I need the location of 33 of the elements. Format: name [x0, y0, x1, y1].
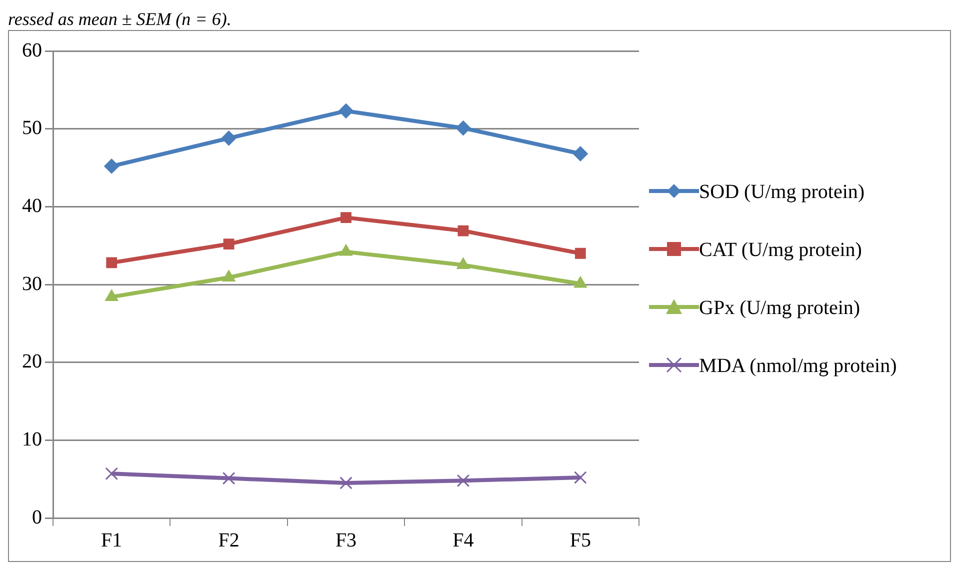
y-tick-label: 60	[22, 39, 42, 62]
point	[340, 212, 352, 224]
point	[223, 238, 234, 250]
point	[104, 158, 120, 174]
legend-label: SOD (U/mg protein)	[699, 180, 866, 204]
x-tick-label: F5	[570, 529, 591, 552]
y-tick-label: 0	[32, 506, 42, 528]
y-tick-label: 40	[22, 194, 42, 217]
point	[574, 248, 586, 259]
legend-label: GPx (U/mg protein)	[699, 296, 862, 320]
y-tick-label: 50	[22, 117, 42, 140]
legend-label: MDA (nmol/mg protein)	[699, 354, 898, 378]
point	[338, 103, 354, 118]
text: ressed as mean ± SEM (n = 6).	[8, 8, 232, 30]
point	[456, 258, 470, 270]
point	[456, 120, 471, 136]
legend-label: CAT (U/mg protein)	[699, 238, 863, 262]
x-tick-label: F1	[101, 529, 122, 552]
point	[456, 474, 470, 488]
point	[106, 257, 118, 268]
y-tick-label: 10	[22, 428, 42, 450]
point	[572, 146, 588, 162]
point	[340, 476, 352, 490]
y-tick-label: 30	[22, 272, 42, 295]
x-tick-label: F3	[335, 529, 357, 552]
x-tick-label: F4	[452, 529, 474, 552]
point	[458, 225, 469, 236]
point	[221, 130, 236, 146]
point	[222, 472, 236, 485]
point	[574, 471, 587, 484]
y-tick-label: 20	[22, 350, 42, 373]
point	[105, 467, 118, 480]
x-tick-label: F2	[218, 529, 240, 552]
